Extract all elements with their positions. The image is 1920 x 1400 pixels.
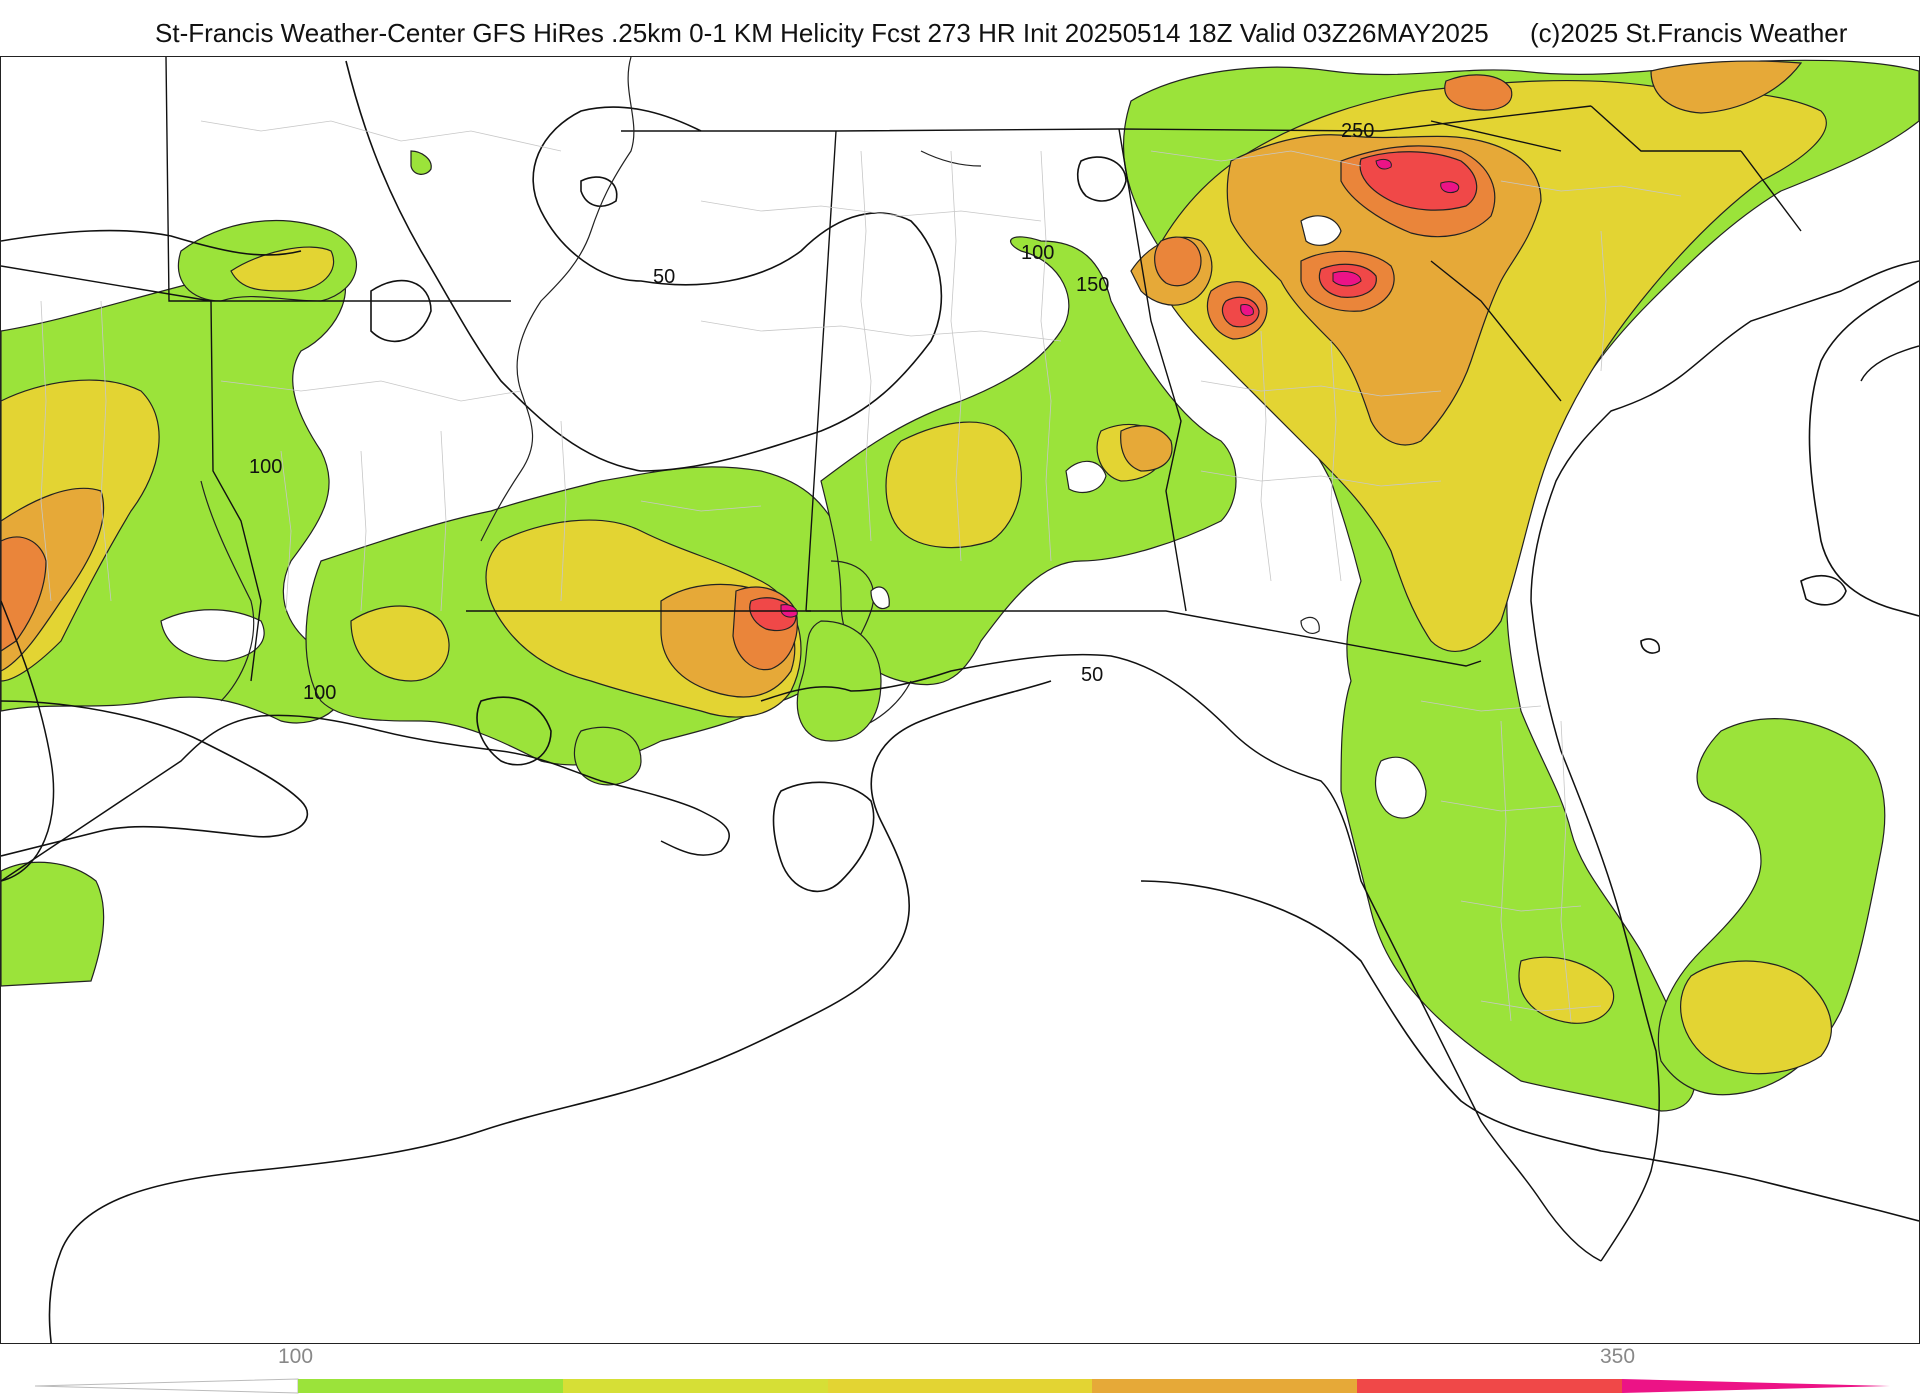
map-title-bar: St-Francis Weather-Center GFS HiRes .25k… <box>0 14 1920 54</box>
contour-label-250: 250 <box>1341 120 1374 142</box>
legend-segment-green <box>298 1379 563 1393</box>
contour-label-100-alabama: 100 <box>1021 242 1054 264</box>
contour-label-100-coast: 100 <box>303 682 336 704</box>
legend-segment-white <box>34 1378 299 1394</box>
map-canvas: 50 100 100 100 150 250 50 <box>1 57 1919 1343</box>
county-lines <box>40 120 1682 1022</box>
color-legend: 100 350 <box>0 1342 1920 1400</box>
state-borders <box>1 57 1802 682</box>
legend-segment-orange-light <box>1092 1379 1357 1393</box>
contour-label-50-florida: 50 <box>1081 664 1103 686</box>
legend-label-100: 100 <box>278 1345 314 1368</box>
legend-segment-magenta <box>1622 1379 1890 1393</box>
contour-label-100-louisiana: 100 <box>249 456 282 478</box>
legend-segment-yellow <box>828 1379 1092 1393</box>
legend-segment-yellow-green <box>563 1379 828 1393</box>
legend-label-350: 350 <box>1600 1345 1636 1368</box>
helicity-contours <box>1 60 1919 1343</box>
helicity-fill-holes <box>160 215 1427 819</box>
rivers <box>200 57 982 702</box>
legend-colorbar <box>34 1378 1890 1394</box>
copyright-text: (c)2025 St.Francis Weather <box>1530 18 1848 48</box>
helicity-map[interactable]: 50 100 100 100 150 250 50 <box>0 56 1920 1344</box>
contour-labels: 50 100 100 100 150 250 50 <box>249 120 1374 704</box>
coastlines <box>1 260 1919 1262</box>
map-title: St-Francis Weather-Center GFS HiRes .25k… <box>155 18 1489 48</box>
legend-segment-orange <box>1357 1379 1622 1393</box>
helicity-fill-magenta <box>780 158 1460 618</box>
contour-label-150: 150 <box>1076 274 1109 296</box>
contour-label-50-west: 50 <box>653 266 675 288</box>
